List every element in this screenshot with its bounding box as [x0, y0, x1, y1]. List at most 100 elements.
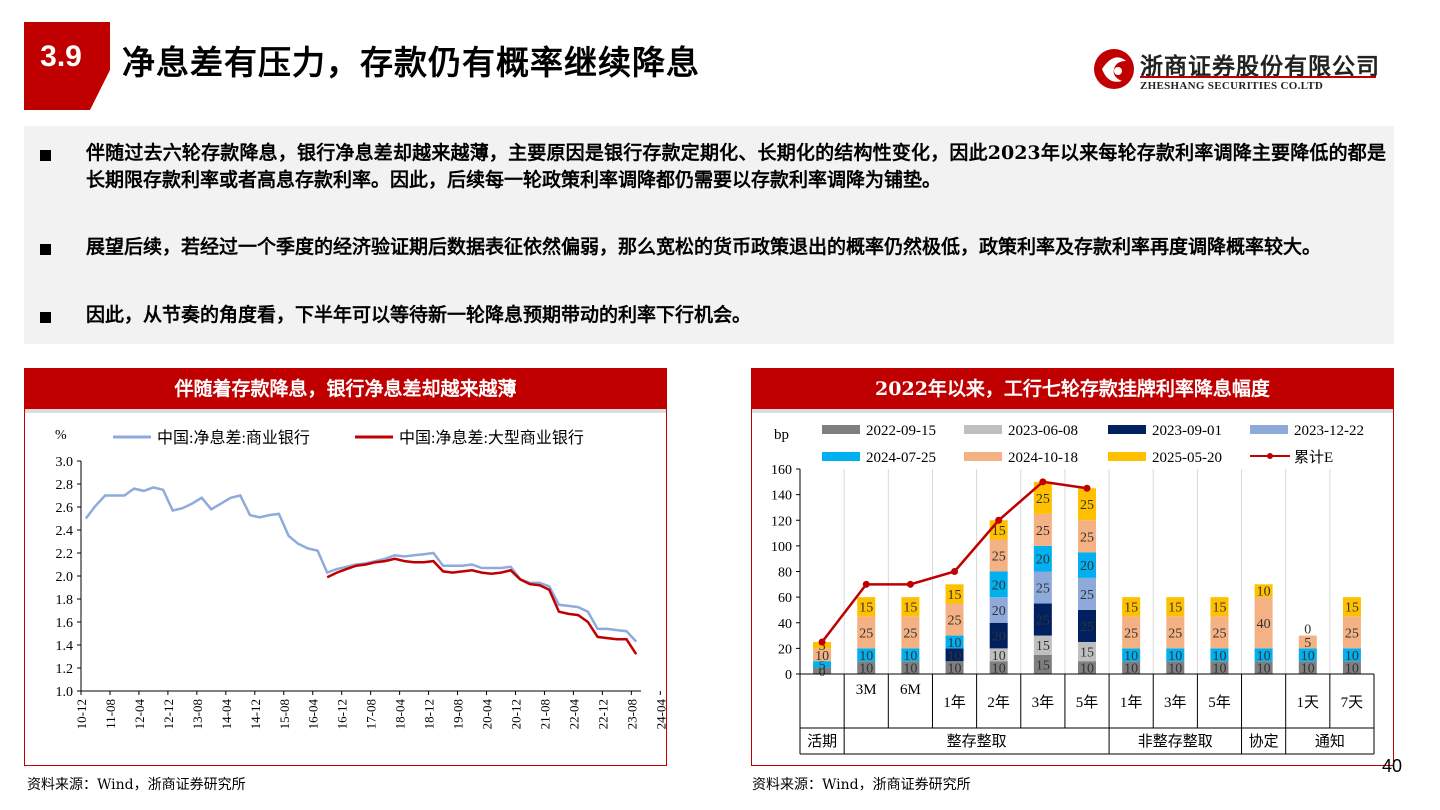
- right-source: 资料来源：Wind，浙商证券研究所: [752, 777, 971, 793]
- bar-segment: [1033, 481, 1052, 514]
- x-tick-label: 22-12: [595, 699, 610, 729]
- bar-data-label: 25: [948, 614, 962, 629]
- category-group-label: 活期: [807, 733, 837, 750]
- bar-segment: [813, 648, 832, 662]
- bar-segment: [989, 539, 1008, 572]
- y-tick-label: 1.8: [56, 593, 74, 608]
- category-label: 6M: [900, 682, 921, 698]
- x-tick-label: 20-12: [508, 699, 523, 729]
- bar-segment: [1078, 552, 1096, 578]
- x-tick-label: 11-08: [103, 699, 118, 729]
- section-number: 3.9: [40, 40, 82, 73]
- y-tick-label: 2.0: [56, 570, 74, 585]
- bar-segment: [945, 661, 964, 674]
- bar-data-label: 25: [1168, 626, 1182, 641]
- x-tick-label: 16-12: [335, 699, 350, 729]
- bar-data-label: 10: [1257, 585, 1271, 600]
- x-tick-label: 21-08: [537, 699, 552, 729]
- y-tick-label: 100: [771, 540, 792, 555]
- y-axis-unit: %: [55, 428, 67, 443]
- bar-data-label: 10: [1212, 649, 1226, 664]
- bullet-text: 因此，从节奏的角度看，下半年可以等待新一轮降息预期带动的利率下行机会。: [86, 304, 752, 326]
- legend-label: 累计E: [1294, 449, 1333, 466]
- bar-segment: [1254, 584, 1273, 598]
- x-tick-label: 23-08: [624, 699, 639, 729]
- bar-data-label: 10: [815, 649, 829, 664]
- bar-data-label: 10: [1124, 649, 1138, 664]
- x-tick-label: 12-12: [161, 699, 176, 729]
- x-tick-label: 12-04: [132, 699, 147, 730]
- bar-segment: [1298, 635, 1317, 649]
- y-tick-label: 40: [778, 617, 792, 632]
- right-chart-panel: 2022年以来，工行七轮存款挂牌利率降息幅度 0 20 40 60 80 100 120 14…: [751, 368, 1394, 766]
- x-tick-label: 22-04: [566, 699, 581, 730]
- bar-data-label: 5: [819, 639, 826, 654]
- bar-segment: [857, 661, 876, 674]
- legend-label: 2023-12-22: [1294, 423, 1364, 439]
- x-tick-label: 14-04: [219, 699, 234, 730]
- legend-swatch: [1108, 425, 1146, 434]
- bar-segment: [901, 597, 920, 617]
- x-tick-label: 20-04: [480, 699, 495, 730]
- bar-segment: [1078, 520, 1096, 553]
- y-tick-label: 0: [785, 668, 792, 683]
- category-label: 3年: [1164, 694, 1187, 711]
- y-tick-label: 140: [771, 489, 792, 504]
- bar-data-label: 10: [1301, 649, 1315, 664]
- bar-data-label: 10: [1257, 649, 1271, 664]
- y-tick-label: 1.2: [56, 662, 74, 677]
- x-tick-label: 10-12: [74, 699, 89, 729]
- bar-data-label: 25: [1124, 626, 1138, 641]
- bar-data-label: 0: [1304, 623, 1311, 638]
- bar-data-label: 15: [859, 601, 873, 616]
- bar-data-label: 25: [1212, 626, 1226, 641]
- bar-segment: [989, 597, 1008, 623]
- bar-data-label: 5: [819, 658, 826, 673]
- company-logo: 浙商证券股份有限公司 ZHESHANG SECURITIES CO.LTD: [1092, 47, 1382, 97]
- y-tick-label: 1.0: [56, 685, 74, 700]
- category-label: 1年: [943, 694, 966, 711]
- left-chart-panel: 伴随着存款降息，银行净息差却越来越薄 1.0 1.2 1.4 1.6 1.8 2.0 2.2…: [24, 368, 667, 766]
- bar-segment: [1342, 648, 1361, 662]
- bar-segment: [1210, 661, 1229, 674]
- bullet-text: 伴随过去六轮存款降息，银行净息差却越来越薄，主要原因是银行存款定期化、长期化的结…: [86, 142, 1386, 191]
- x-tick-label: 18-04: [393, 699, 408, 730]
- x-tick-label: 13-08: [190, 699, 205, 729]
- bar-data-label: 10: [948, 662, 962, 677]
- x-tick-label: 17-08: [364, 699, 379, 729]
- bar-segment: [901, 648, 920, 662]
- bar-segment: [945, 635, 964, 649]
- bar-segment: [1122, 597, 1141, 617]
- bar-data-label: 15: [1345, 601, 1359, 616]
- category-label: 1天: [1297, 695, 1320, 711]
- legend-label: 中国:净息差:大型商业银行: [399, 429, 584, 447]
- bar-segment: [1298, 661, 1317, 674]
- y-tick-label: 80: [778, 566, 792, 581]
- bar-data-label: 15: [1036, 658, 1050, 673]
- bar-data-label: 10: [1257, 662, 1271, 677]
- bullet-square-icon: [40, 150, 51, 161]
- legend-label: 中国:净息差:商业银行: [157, 429, 310, 447]
- bar-data-label: 25: [903, 626, 917, 641]
- legend-label: 2023-09-01: [1152, 423, 1222, 439]
- category-label: 7天: [1341, 695, 1364, 711]
- bar-segment: [945, 648, 964, 662]
- legend-label: 2022-09-15: [866, 423, 936, 439]
- bar-segment: [1254, 597, 1273, 649]
- bullet-text: 展望后续，若经过一个季度的经济验证期后数据表征依然偏弱，那么宽松的货币政策退出的…: [86, 236, 1322, 258]
- bar-data-label: 25: [1036, 614, 1050, 629]
- bar-segment: [1122, 616, 1141, 649]
- bar-segment: [945, 603, 964, 636]
- bar-segment: [1078, 609, 1096, 642]
- bar-segment: [1078, 577, 1096, 610]
- bar-data-label: 15: [1036, 639, 1050, 654]
- section-badge: 3.9: [24, 22, 110, 110]
- total-marker: [1083, 484, 1091, 492]
- bar-segment: [1166, 597, 1185, 617]
- y-tick-label: 1.6: [56, 616, 74, 631]
- bar-data-label: 10: [948, 649, 962, 664]
- x-tick-label: 18-12: [422, 699, 437, 729]
- category-label: 2年: [987, 694, 1010, 711]
- bar-data-label: 10: [903, 662, 917, 677]
- left-source: 资料来源：Wind，浙商证券研究所: [27, 777, 246, 793]
